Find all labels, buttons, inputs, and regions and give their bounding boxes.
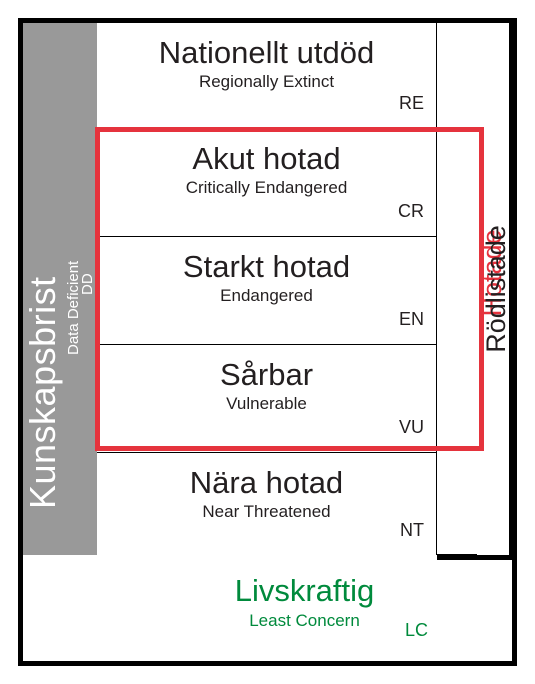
cell-cr-code: CR [398, 201, 424, 222]
cell-re-swedish: Nationellt utdöd [97, 37, 436, 70]
cell-lc-swedish: Livskraftig [97, 573, 512, 609]
dd-label-swedish: Kunskapsbrist [23, 23, 63, 555]
cell-cr: Akut hotadCritically Endangered CR [97, 129, 437, 237]
cell-re: Nationellt utdödRegionally ExtinctRE [97, 23, 437, 129]
redlisted-label: Rödlistade [481, 23, 511, 555]
cell-re-code: RE [399, 93, 424, 114]
category-cells: Nationellt utdödRegionally ExtinctRE Aku… [97, 23, 437, 555]
cell-vu-swedish: Sårbar [97, 359, 436, 392]
cell-nt: Nära hotadNear ThreatenedNT [97, 453, 437, 555]
cell-en: Starkt hotadEndangered EN [97, 237, 437, 345]
cell-nt-english: Near Threatened [97, 502, 436, 522]
cell-re-english: Regionally Extinct [97, 72, 436, 92]
diagram-frame: Kunskapsbrist Data Deficient DD Nationel… [18, 18, 517, 666]
cell-vu-code: VU [399, 417, 424, 438]
cell-cr-english: Critically Endangered [97, 178, 436, 198]
cell-lc-english: Least Concern [97, 611, 512, 631]
data-deficient-sidebar: Kunskapsbrist Data Deficient DD [23, 23, 97, 555]
cell-nt-code: NT [400, 520, 424, 541]
cell-en-code: EN [399, 309, 424, 330]
dd-code: DD [79, 23, 95, 555]
cell-en-swedish: Starkt hotad [97, 251, 436, 284]
cell-lc-code: LC [405, 620, 428, 641]
cell-en-english: Endangered [97, 286, 436, 306]
cell-lc: Livskraftig Least Concern LC [97, 555, 512, 661]
redlisted-sidebar [437, 23, 477, 555]
cell-vu-english: Vulnerable [97, 394, 436, 414]
cell-vu: SårbarVulnerable VU [97, 345, 437, 453]
cell-nt-swedish: Nära hotad [97, 467, 436, 500]
cell-cr-swedish: Akut hotad [97, 143, 436, 176]
